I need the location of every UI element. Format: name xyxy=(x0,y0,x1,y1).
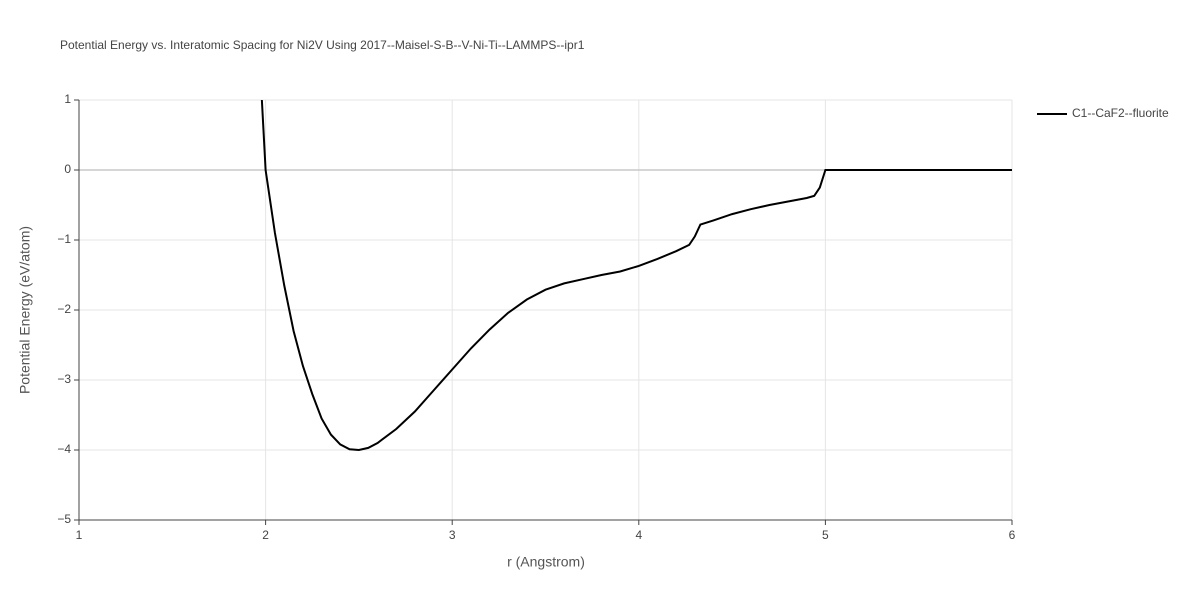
y-tick-label: −2 xyxy=(57,302,71,316)
data-line xyxy=(260,99,1012,452)
x-tick-label: 4 xyxy=(635,528,642,542)
legend-label: C1--CaF2--fluorite xyxy=(1072,106,1169,120)
x-axis-title: r (Angstrom) xyxy=(507,554,585,570)
x-tick-label: 5 xyxy=(822,528,829,542)
x-tick-label: 6 xyxy=(1009,528,1016,542)
y-tick-label: 1 xyxy=(64,92,71,106)
y-tick-label: −3 xyxy=(57,372,71,386)
x-tick-label: 2 xyxy=(262,528,269,542)
y-axis-title: Potential Energy (eV/atom) xyxy=(17,226,33,394)
y-tick-label: −1 xyxy=(57,232,71,246)
x-tick-label: 3 xyxy=(449,528,456,542)
y-tick-label: −5 xyxy=(57,512,71,526)
y-tick-label: −4 xyxy=(57,442,71,456)
y-tick-label: 0 xyxy=(64,162,71,176)
chart-title: Potential Energy vs. Interatomic Spacing… xyxy=(60,38,585,52)
x-tick-label: 1 xyxy=(76,528,83,542)
